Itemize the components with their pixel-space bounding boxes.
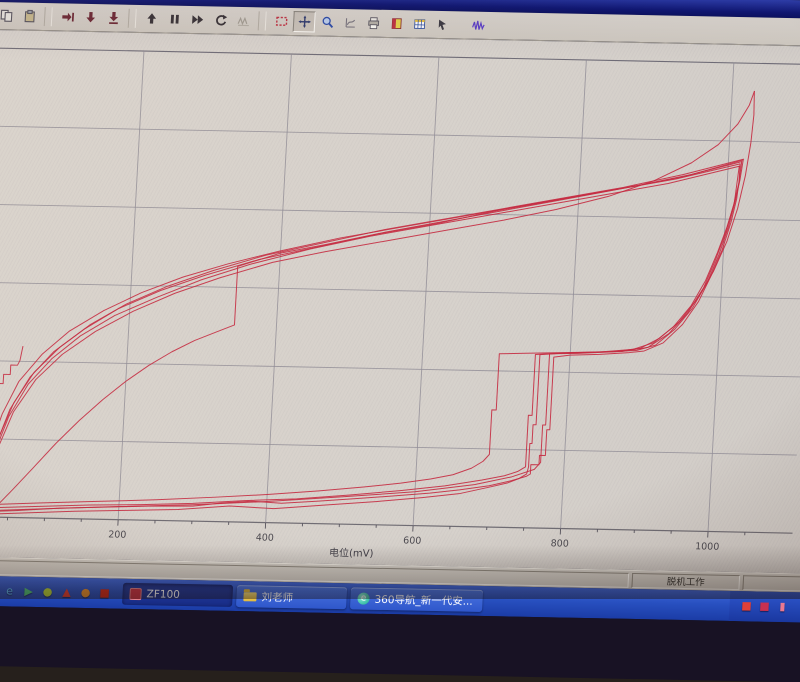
360-safe-icon[interactable]: ● [40,585,55,599]
curve-charge-top-high [0,76,754,529]
tray-pink-icon[interactable]: ▮ [775,600,790,614]
taskbar-button-label: 刘老师 [261,589,293,605]
copy-icon[interactable] [0,5,18,26]
print-icon[interactable] [362,12,385,33]
ie-icon[interactable]: e [2,584,17,598]
arrow-down-icon[interactable] [79,7,102,28]
curve-charge-top-4 [0,151,739,530]
table-icon[interactable] [408,13,431,34]
curve-discharge-bottom-3 [0,149,740,523]
taskbar-button-2[interactable]: 刘老师 [236,585,347,609]
x-tick-label: 600 [403,535,422,546]
storm-player-icon[interactable]: ▲ [59,585,74,599]
marker-dim-icon[interactable] [232,10,255,31]
select-region-icon[interactable] [270,11,293,32]
waveform-icon[interactable] [467,15,490,36]
arrow-down-bar-icon[interactable] [102,7,125,28]
statusbar-end-panel [742,575,800,591]
x-tick-label: 200 [108,529,127,540]
curve-charge-top-anomaly-drop [0,145,742,529]
quick-launch-bar: ▤●e▶●▲●■ [0,584,119,601]
curve-discharge-bottom-high [0,76,755,526]
statusbar-status-panel: 脱机工作 [631,572,740,589]
toolbar-separator [258,11,267,30]
app-icon [129,588,142,600]
toolbar-separator [44,7,53,26]
media-player-icon[interactable]: ▶ [21,585,36,599]
pan-icon[interactable] [293,11,316,32]
chart-client-area[interactable]: 02004006008001000电位(mV) [0,30,800,574]
curve-discharge-bottom-1 [0,147,742,527]
curve-charge-top-3 [0,149,740,529]
run-icon[interactable] [140,8,163,29]
curve-probe-icon[interactable] [339,12,362,33]
curve-discharge-bottom-2 [0,144,743,529]
pause-icon[interactable] [163,8,186,29]
browser-icon[interactable]: ● [78,586,93,600]
x-tick-label: 800 [550,538,569,549]
tray-crimson-icon[interactable]: ■ [757,599,772,613]
toolbar-separator [128,9,137,28]
paste-icon[interactable] [18,6,41,27]
loop-icon[interactable] [209,9,232,30]
zoom-icon[interactable] [316,12,339,33]
report-icon[interactable] [385,13,408,34]
folder-icon [243,592,256,601]
antivirus-icon[interactable]: ■ [97,586,112,600]
arrow-right-bar-icon[interactable] [56,6,79,27]
curve-charge-top-2 [0,144,743,522]
taskbar-button-label: 360导航_新一代安... [374,591,473,608]
taskbar-button-1[interactable]: ZF100 [122,583,233,607]
pointer-icon[interactable] [431,14,454,35]
curve-charge-top-1 [0,147,742,527]
tray-red-icon[interactable]: ■ [739,599,754,613]
system-tray: ■■▮ [729,591,800,622]
x-tick-label: 1000 [695,541,720,552]
x-axis-title: 电位(mV) [329,546,374,560]
cycling-curves-chart: 02004006008001000电位(mV) [0,30,800,573]
fast-forward-icon[interactable] [186,9,209,30]
x-tick-label: 400 [255,532,274,543]
